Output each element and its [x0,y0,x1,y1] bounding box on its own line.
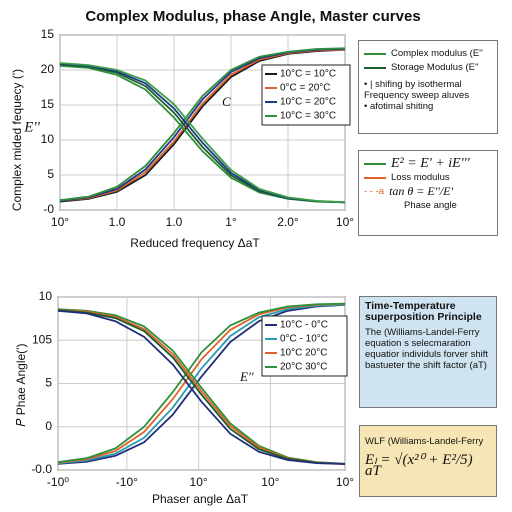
ttsp-panel: Time-Temperature superposition Principle… [359,296,497,408]
x-tick-label: 10° [336,475,354,489]
wlf-panel: WLF (Williams-Landel-Ferry Eₗ = √(x²⁰ + … [359,425,497,497]
formula-row: - - -a tan θ = E''/E' [364,184,492,198]
y-tick-label: 5 [45,376,52,390]
legend-text: Complex modulus (E'' [391,48,483,59]
formula: Eₗ = √(x²⁰ + E²/5) aT [365,452,473,479]
panel-title: Time-Temperature superposition Principle [365,300,482,323]
series-line [57,303,346,465]
legend-item: Storage Modulus (E'' [364,62,492,73]
panel-title: WLF (Williams-Landel-Ferry [365,436,484,447]
legend-label: 0°C = 20°C [280,83,331,94]
series-line [59,47,346,202]
series-line [57,302,346,464]
y-tick-label: 105 [32,332,52,346]
annotation: C [222,94,231,109]
legend-label: 0°C - 10°C [280,334,328,345]
x-tick-label: 1.0 [166,215,183,229]
y-tick-label: -0 [43,202,54,216]
x-tick-label: 10° [261,475,279,489]
x-tick-label: 10° [51,215,69,229]
legend-label: 10°C 20°C [280,348,327,359]
series-line [57,309,346,465]
y-tick-label: 10 [41,132,55,146]
y-tick-label: 0 [45,419,52,433]
legend-item: Loss modulus [364,172,492,183]
legend-label: 10°C = 30°C [280,111,336,122]
x-tick-label: -10⁰ [47,475,69,489]
panel-text: The (Williams-Landel-Ferry equation s se… [365,327,489,371]
formula: E² = E' + iE''' [391,156,470,171]
series-line [57,309,346,465]
x-tick-label: 10° [336,215,354,229]
legend-item: Complex modulus (E'' [364,48,492,59]
y-axis-label: Complex mided fequecy (') [10,69,24,211]
x-axis-label: Phaser angle ΔaT [152,492,249,506]
legend-label: 10°C - 0°C [280,320,328,331]
x-tick-label: 1° [225,215,237,229]
legend-text: Storage Modulus (E'' [391,62,479,73]
x-axis-label: Reduced frequency ΔaT [130,236,260,250]
note: • | shifing by isothermal Frequency swee… [364,79,470,101]
x-tick-label: 2.0° [277,215,299,229]
legend-label: 20°C 30°C [280,362,327,373]
legend-label: 10°C = 10°C [280,69,336,80]
y-axis-label: 𝑃 Phae Angle(') [14,344,28,427]
y-tick-label: 5 [47,167,54,181]
x-tick-label: -10° [116,475,138,489]
series-line [57,303,346,465]
annotation: E'' [239,369,254,384]
y-tick-label: 15 [41,27,55,41]
caption: Phase angle [404,200,457,211]
formula-row: E² = E' + iE''' [364,156,492,171]
series-line [59,62,346,204]
y-tick-label: 20 [41,62,55,76]
legend-text: Loss modulus [391,172,450,183]
x-tick-label: 10° [190,475,208,489]
y-tick-label: 10 [39,289,53,303]
y-tick-label: 15 [41,97,55,111]
note: • afotimal shiting [364,101,434,112]
legend-panel: Complex modulus (E'' Storage Modulus (E'… [358,40,498,134]
y-axis-symbol: E'' [23,119,40,135]
y-tick-label: -0.0 [31,462,52,476]
x-tick-label: 1.0 [109,215,126,229]
page-title: Complex Modulus, phase Angle, Master cur… [85,8,420,25]
formula: tan θ = E''/E' [389,184,454,198]
legend-label: 10°C = 20°C [280,97,336,108]
dash-mark: - - -a [364,186,385,197]
formula-panel: E² = E' + iE''' Loss modulus - - -a tan θ… [358,150,498,236]
